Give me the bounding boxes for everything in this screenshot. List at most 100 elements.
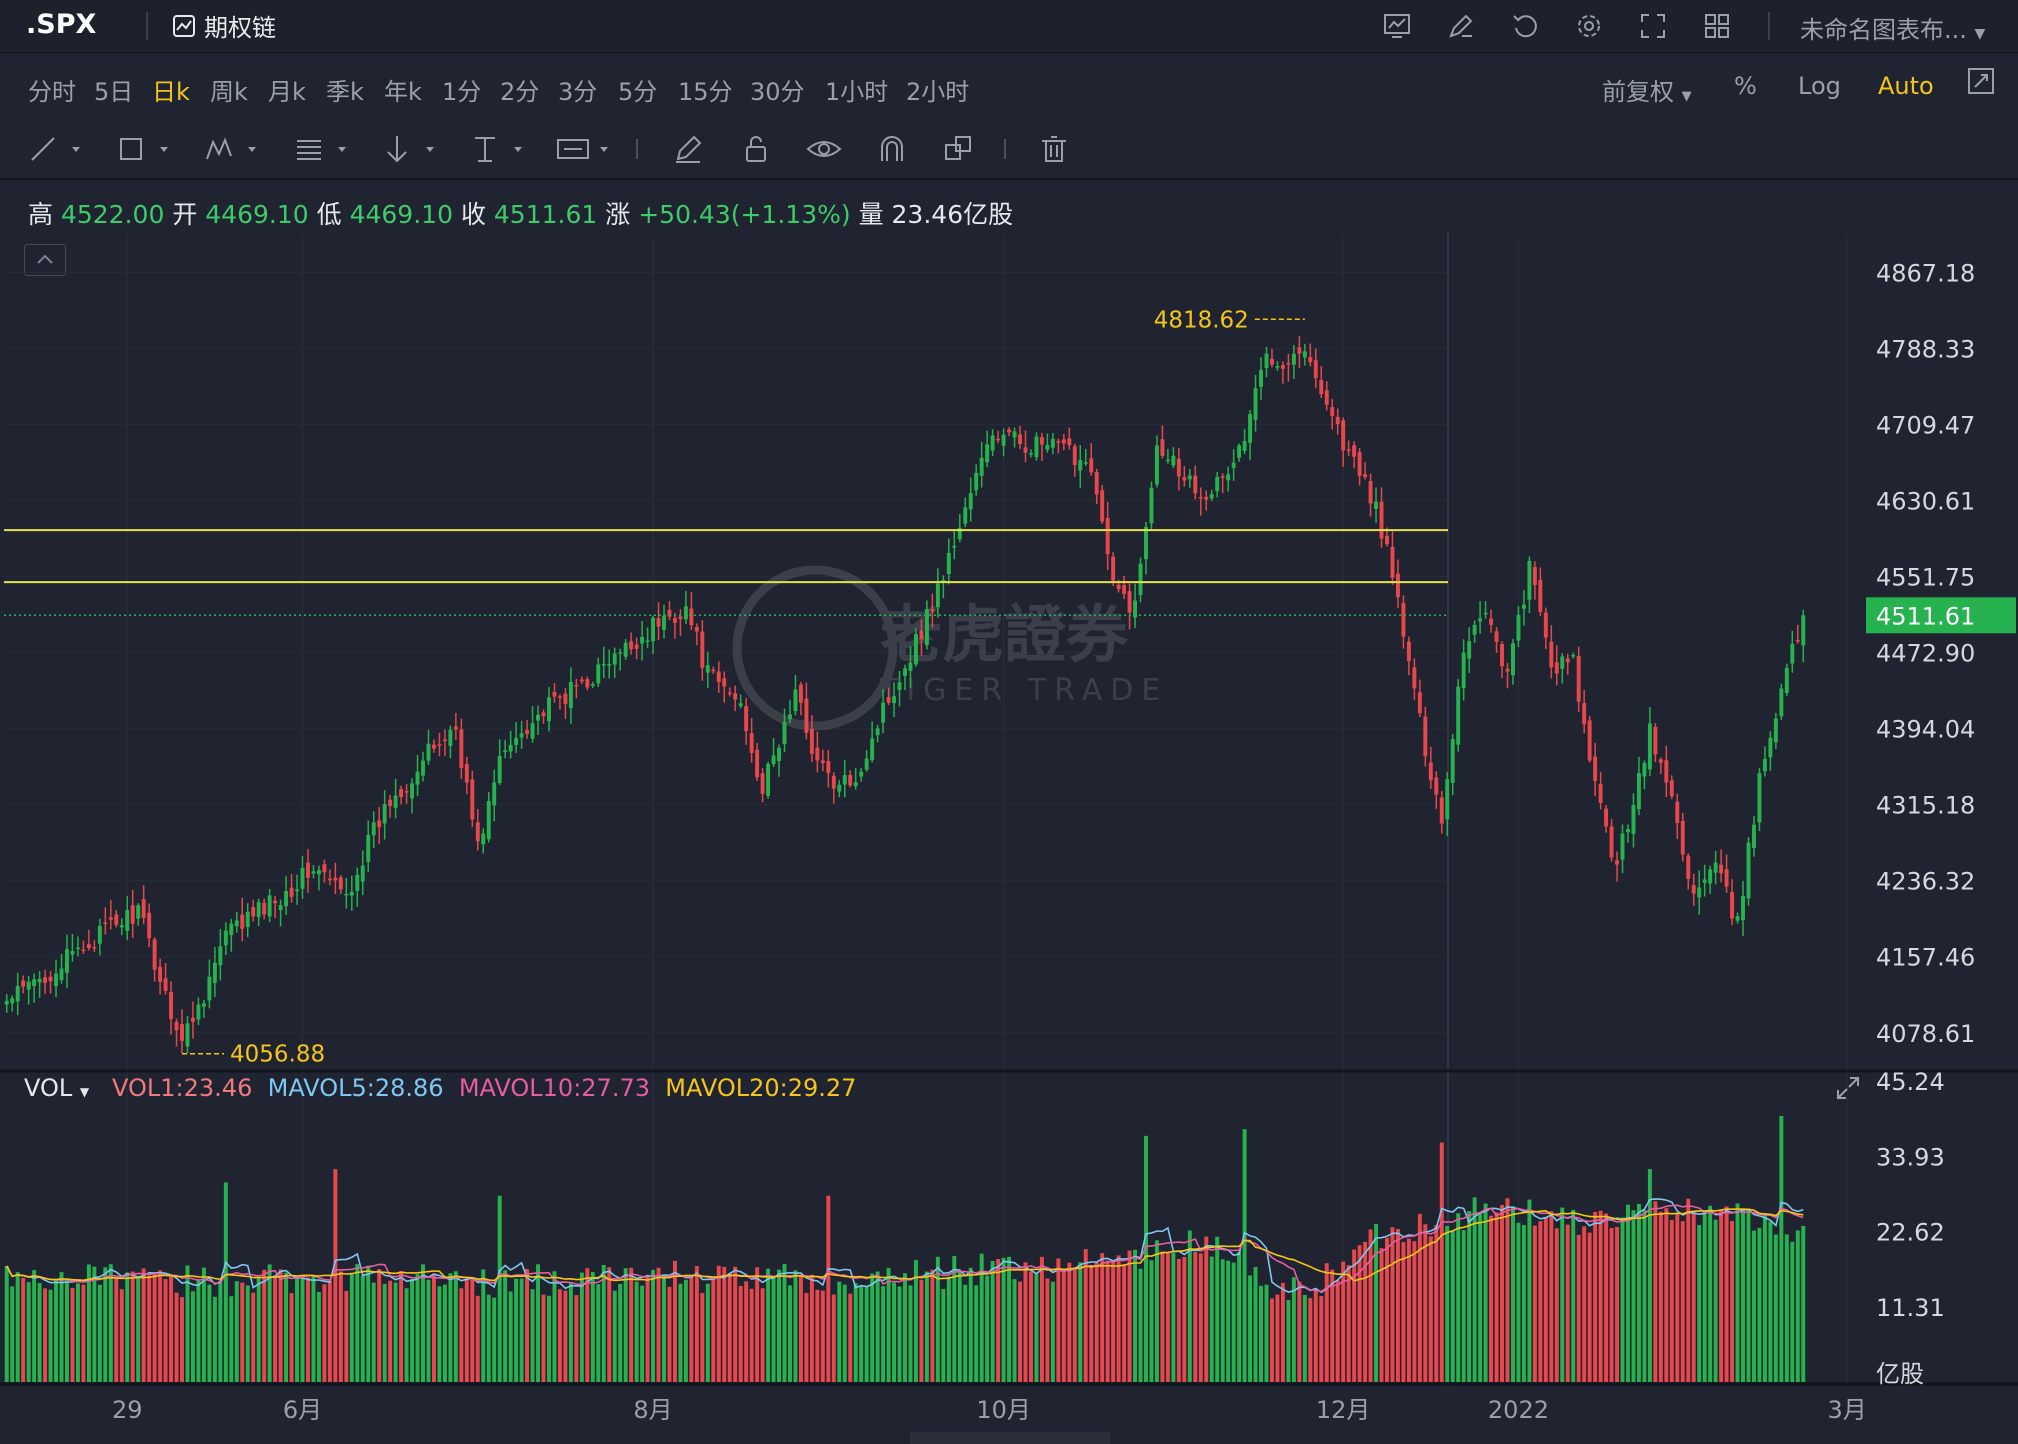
candle-body [322,864,327,873]
symbol-label[interactable]: .SPX [26,9,97,40]
candle-body [147,912,152,939]
volume-bar [108,1264,113,1382]
text-tool-icon[interactable] [470,130,530,168]
volume-bar [1105,1260,1110,1382]
volume-bar [1751,1230,1756,1382]
timeframe-tab[interactable]: 15分 [678,78,733,106]
adjust-dropdown[interactable]: 前复权 ▼ [1602,72,1692,107]
timeframe-tab[interactable]: 5日 [94,78,134,106]
candle-body [1297,347,1302,354]
option-chain-button[interactable]: 期权链 [172,8,276,43]
candle-body [1034,436,1039,458]
candle-body [864,758,869,770]
min-price-label: 4056.88 [230,1042,325,1068]
timeframe-bar: 分时 5日 日k 周k 月k 季k 年k 1分 2分 3分 5分 15分 30分… [0,54,2018,120]
candle-body [755,749,760,778]
arrow-tool-icon[interactable] [382,130,442,168]
volume-indicator-selector[interactable]: VOL ▼ [24,1074,89,1102]
timeframe-tab-active[interactable]: 日k [152,78,190,106]
candle-body [711,669,716,672]
candle-body [547,697,551,722]
expand-icon[interactable] [1966,66,1996,102]
volume-bar [798,1276,803,1382]
candle-body [267,895,272,917]
x-axis-tick-label: 10月 [976,1396,1031,1424]
high-label: 高 [28,200,54,229]
candle-body [152,939,157,970]
timeframe-tab[interactable]: 年k [384,78,422,106]
volume-bar [1434,1224,1439,1382]
volume-bar [1050,1281,1055,1382]
candle-body [601,663,606,666]
settings-icon[interactable] [1567,6,1611,46]
timeframe-tab[interactable]: 季k [326,78,364,106]
candle-body [815,747,820,761]
auto-toggle[interactable]: Auto [1878,72,1934,100]
candle-body [1078,460,1083,471]
candle-body [1762,758,1767,772]
volume-bar [1313,1290,1318,1382]
fib-tool-icon[interactable] [294,130,354,168]
x-axis-tick-label: 2022 [1488,1396,1549,1424]
timeframe-tab[interactable]: 2分 [500,78,540,106]
candle-body [1357,452,1362,476]
volume-bar [218,1280,223,1382]
candle-body [251,907,256,917]
volume-bar [475,1295,480,1382]
visibility-eye-icon[interactable] [806,130,842,168]
volume-bar [295,1277,300,1382]
candle-body [492,782,497,806]
pattern-tool-icon[interactable] [204,130,264,168]
timeframe-tab[interactable]: 周k [210,78,248,106]
timeframe-tab[interactable]: 3分 [558,78,598,106]
volume-bar [453,1271,458,1382]
candle-body [158,966,163,982]
candle-body [136,905,141,919]
copy-icon[interactable] [942,130,974,168]
timeframe-tab[interactable]: 2小时 [906,78,970,106]
timeframe-tab[interactable]: 5分 [618,78,658,106]
rectangle-tool-icon[interactable] [116,130,176,168]
candle-body [837,784,842,792]
volume-bar [81,1284,86,1382]
candle-body [1133,600,1138,618]
candle-body [645,640,650,642]
volume-bar [1735,1203,1740,1382]
volume-bar [1554,1228,1559,1382]
collapse-toggle-button[interactable] [24,244,66,276]
candle-body [410,783,415,799]
volume-bar [623,1268,628,1382]
timeframe-tab[interactable]: 1分 [442,78,482,106]
volume-bar [1576,1234,1581,1382]
log-toggle[interactable]: Log [1798,72,1841,100]
fullscreen-icon[interactable] [1631,6,1675,46]
candle-body [311,871,316,874]
candle-body [174,1021,179,1031]
layout-name-dropdown[interactable]: 未命名图表布... ▼ [1800,10,1985,45]
price-label-tool-icon[interactable] [556,130,616,168]
lock-icon[interactable] [740,130,772,168]
trash-icon[interactable] [1038,130,1070,168]
line-tool-icon[interactable] [28,130,88,168]
magnet-icon[interactable] [876,130,908,168]
layout-grid-icon[interactable] [1695,6,1739,46]
undo-icon[interactable] [1503,6,1547,46]
pen-tool-icon[interactable] [672,130,704,168]
timeframe-tab[interactable]: 分时 [28,78,76,106]
candle-body [530,723,535,739]
volume-expand-icon[interactable] [1834,1074,1862,1106]
percent-toggle[interactable]: % [1734,72,1757,100]
panel-resize-handle[interactable] [910,1432,1110,1444]
candle-body [1127,591,1132,613]
candle-body [1341,420,1346,451]
draw-icon[interactable] [1439,6,1483,46]
timeframe-tab[interactable]: 月k [268,78,306,106]
timeframe-tab[interactable]: 30分 [750,78,805,106]
volume-bar [1385,1237,1389,1382]
volume-bar [1302,1294,1307,1382]
candle-body [596,664,601,684]
candle-body [1412,667,1417,689]
indicator-icon[interactable] [1375,6,1419,46]
candle-body [382,804,387,824]
timeframe-tab[interactable]: 1小时 [825,78,889,106]
